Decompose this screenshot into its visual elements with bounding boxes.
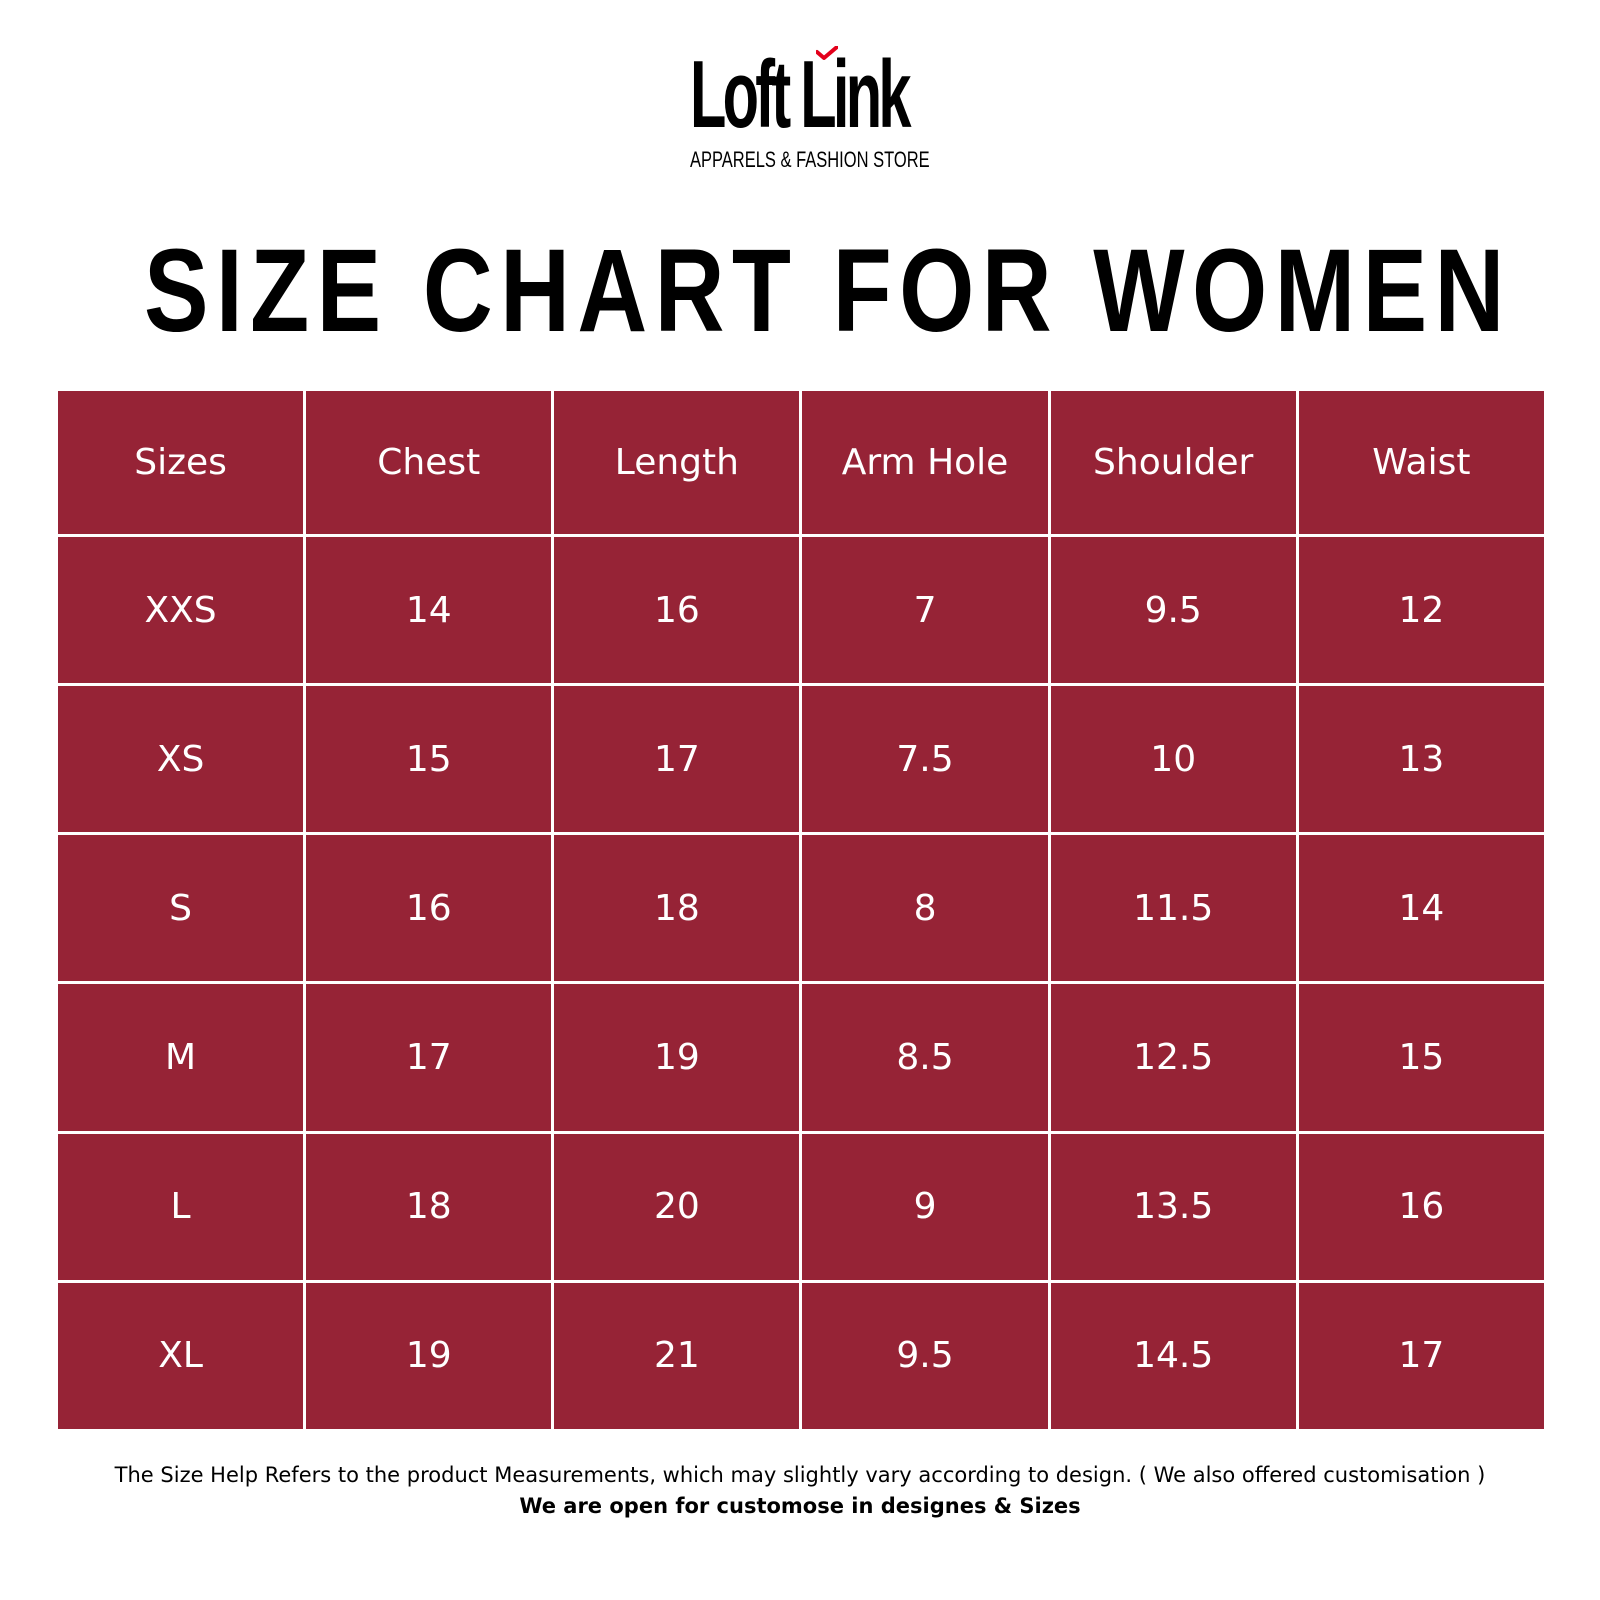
cell-length: 16 [551, 533, 803, 687]
size-chart-table: Sizes Chest Length Arm Hole Shoulder Wai… [54, 388, 1548, 1433]
cell-shoulder: 9.5 [1047, 533, 1299, 687]
cell-arm-hole: 9.5 [799, 1279, 1051, 1433]
cell-chest: 19 [303, 1279, 555, 1433]
cell-size: L [54, 1130, 307, 1283]
cell-size: S [54, 832, 307, 985]
table-row: XS 15 17 7.5 10 13 [54, 683, 1548, 836]
size-chart-table-container: Sizes Chest Length Arm Hole Shoulder Wai… [54, 388, 1548, 1433]
column-header-arm-hole: Arm Hole [799, 388, 1051, 537]
cell-shoulder: 13.5 [1047, 1130, 1299, 1283]
cell-shoulder: 10 [1047, 683, 1299, 836]
table-header-row: Sizes Chest Length Arm Hole Shoulder Wai… [54, 388, 1548, 537]
cell-chest: 14 [303, 533, 555, 687]
table-row: L 18 20 9 13.5 16 [54, 1130, 1548, 1283]
cell-size: XL [54, 1279, 307, 1433]
cell-chest: 18 [303, 1130, 555, 1283]
column-header-waist: Waist [1295, 388, 1548, 537]
column-header-length: Length [551, 388, 803, 537]
cell-chest: 15 [303, 683, 555, 836]
page-title: SIZE CHART FOR WOMEN [144, 225, 1512, 357]
cell-size: M [54, 981, 307, 1134]
cell-waist: 12 [1295, 533, 1548, 687]
cell-shoulder: 12.5 [1047, 981, 1299, 1134]
footer-customisation-note: We are open for customose in designes & … [519, 1494, 1081, 1518]
cell-waist: 17 [1295, 1279, 1548, 1433]
cell-arm-hole: 7 [799, 533, 1051, 687]
column-header-shoulder: Shoulder [1047, 388, 1299, 537]
cell-chest: 17 [303, 981, 555, 1134]
cell-length: 20 [551, 1130, 803, 1283]
red-tick-icon [816, 46, 838, 60]
cell-waist: 13 [1295, 683, 1548, 836]
cell-arm-hole: 9 [799, 1130, 1051, 1283]
column-header-chest: Chest [303, 388, 555, 537]
cell-waist: 16 [1295, 1130, 1548, 1283]
cell-size: XS [54, 683, 307, 836]
footer-note: The Size Help Refers to the product Meas… [114, 1463, 1486, 1487]
cell-shoulder: 11.5 [1047, 832, 1299, 985]
logo-tagline: APPARELS & FASHION STORE [690, 147, 930, 172]
cell-length: 19 [551, 981, 803, 1134]
cell-length: 17 [551, 683, 803, 836]
cell-waist: 14 [1295, 832, 1548, 985]
table-row: XXS 14 16 7 9.5 12 [54, 533, 1548, 687]
brand-logo: Loft Link APPARELS & FASHION STORE [690, 40, 930, 180]
logo-wordmark: Loft Link [690, 41, 911, 148]
cell-arm-hole: 8.5 [799, 981, 1051, 1134]
table-row: S 16 18 8 11.5 14 [54, 832, 1548, 985]
table-row: XL 19 21 9.5 14.5 17 [54, 1279, 1548, 1433]
cell-waist: 15 [1295, 981, 1548, 1134]
cell-size: XXS [54, 533, 307, 687]
table-row: M 17 19 8.5 12.5 15 [54, 981, 1548, 1134]
cell-length: 21 [551, 1279, 803, 1433]
cell-arm-hole: 7.5 [799, 683, 1051, 836]
cell-arm-hole: 8 [799, 832, 1051, 985]
cell-shoulder: 14.5 [1047, 1279, 1299, 1433]
column-header-sizes: Sizes [54, 388, 307, 537]
cell-length: 18 [551, 832, 803, 985]
cell-chest: 16 [303, 832, 555, 985]
